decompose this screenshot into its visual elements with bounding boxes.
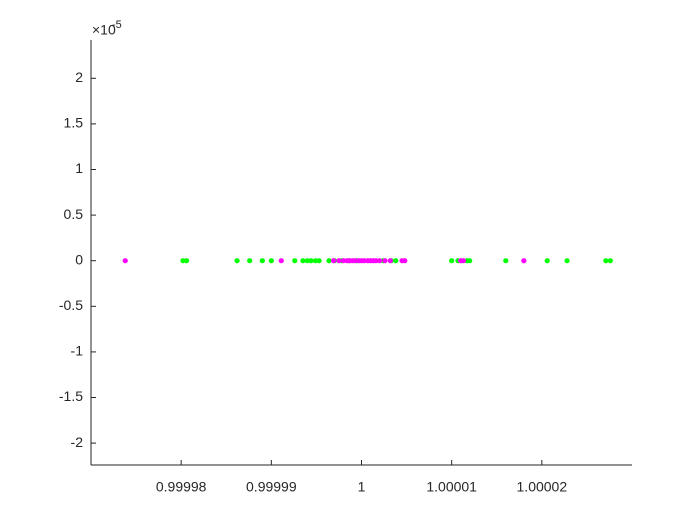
point bbox=[361, 258, 367, 264]
point bbox=[316, 258, 322, 264]
point bbox=[180, 258, 186, 264]
point bbox=[460, 258, 466, 264]
y-tick-label: -1 bbox=[71, 343, 84, 359]
point bbox=[234, 258, 240, 264]
point bbox=[544, 258, 550, 264]
point bbox=[183, 258, 190, 264]
point bbox=[312, 258, 319, 264]
x-tick-label: 0.99998 bbox=[156, 479, 207, 495]
point bbox=[326, 258, 332, 264]
point bbox=[122, 258, 128, 264]
point bbox=[247, 258, 253, 264]
point bbox=[304, 258, 310, 264]
x-tick-label: 1 bbox=[358, 479, 366, 495]
point bbox=[340, 258, 347, 264]
point bbox=[467, 258, 473, 264]
point bbox=[259, 258, 265, 264]
point bbox=[382, 258, 388, 264]
point bbox=[268, 258, 274, 264]
point bbox=[278, 258, 284, 264]
y-tick-label: 2 bbox=[75, 69, 83, 85]
point bbox=[373, 258, 379, 264]
y-tick-label: 1.5 bbox=[64, 115, 84, 131]
point bbox=[387, 258, 393, 264]
point bbox=[449, 258, 455, 264]
point bbox=[300, 258, 306, 264]
point bbox=[402, 258, 408, 264]
exponent-base: ×10 bbox=[92, 22, 116, 38]
point bbox=[393, 258, 399, 264]
point bbox=[292, 258, 298, 264]
x-tick-label: 1.00001 bbox=[426, 479, 477, 495]
point bbox=[330, 258, 337, 264]
y-tick-label: -0.5 bbox=[59, 297, 83, 313]
y-tick-label: 0.5 bbox=[64, 206, 84, 222]
point bbox=[564, 258, 570, 264]
point bbox=[603, 258, 609, 264]
x-tick-label: 1.00002 bbox=[517, 479, 568, 495]
point bbox=[352, 258, 358, 264]
y-tick-label: -2 bbox=[71, 434, 84, 450]
y-tick-label: 0 bbox=[75, 251, 83, 267]
x-tick-label: 0.99999 bbox=[246, 479, 297, 495]
y-tick-label: 1 bbox=[75, 160, 83, 176]
exponent: -5 bbox=[112, 19, 122, 31]
point bbox=[521, 258, 527, 264]
point bbox=[336, 258, 342, 264]
point bbox=[607, 258, 613, 264]
point bbox=[308, 258, 314, 264]
point bbox=[376, 258, 383, 264]
point bbox=[503, 258, 509, 264]
y-tick-label: -1.5 bbox=[59, 388, 83, 404]
